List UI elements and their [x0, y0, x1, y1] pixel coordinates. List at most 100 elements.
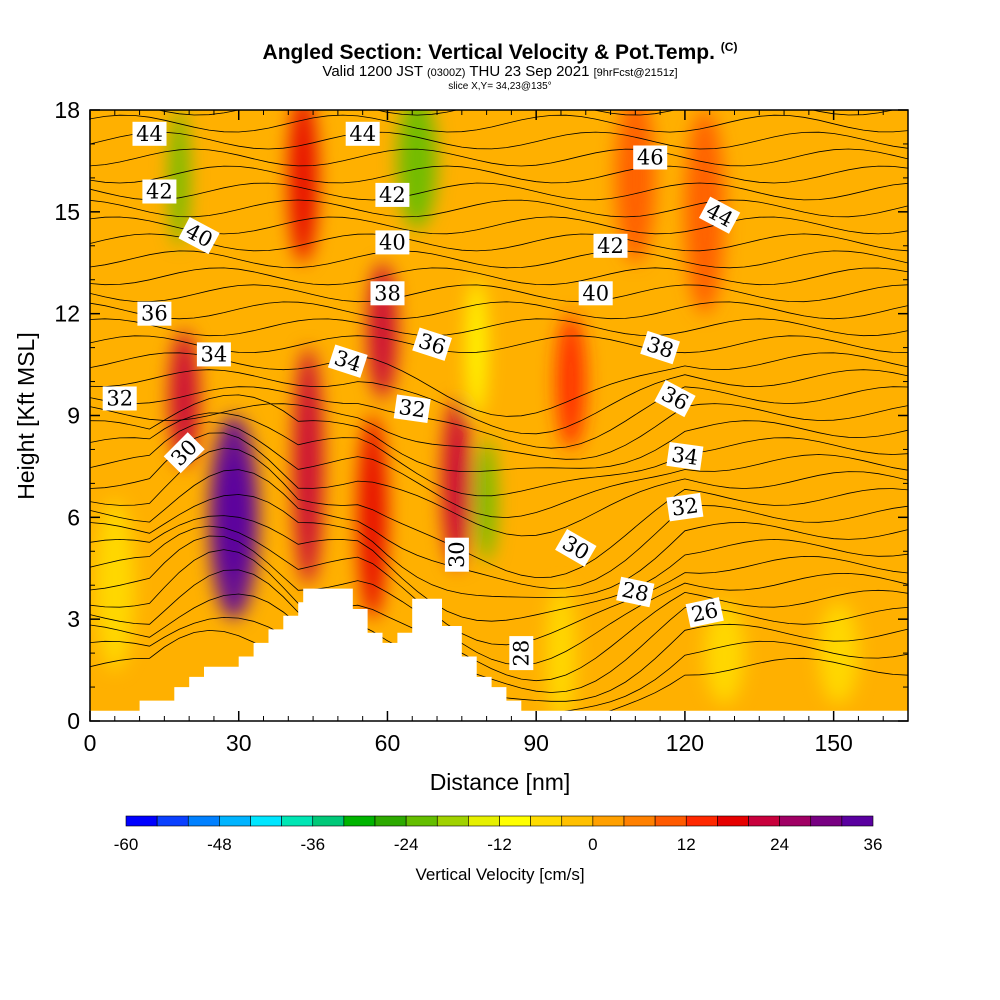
colorbar-swatch [717, 815, 749, 827]
isentrope-line [90, 629, 908, 721]
colorbar-swatch [810, 815, 843, 827]
isentrope-line [90, 494, 908, 598]
contour-label: 28 [509, 636, 534, 671]
velocity-cell [357, 415, 388, 620]
contour-label: 42 [375, 182, 410, 207]
velocity-cell [818, 602, 859, 705]
velocity-cell [169, 110, 190, 246]
x-axis-label: Distance [nm] [430, 769, 571, 795]
isentrope-line [90, 515, 908, 622]
isentrope-line [90, 216, 908, 235]
contour-label: 34 [196, 342, 231, 367]
velocity-cell [476, 439, 497, 562]
velocity-cell [704, 602, 745, 705]
velocity-cell [169, 330, 200, 467]
isentrope-line [156, 110, 895, 116]
contour-label: 32 [102, 386, 137, 411]
plot-area [90, 110, 908, 721]
colorbar-swatch [405, 815, 438, 827]
contour-label: 44 [132, 121, 167, 146]
isentrope-line [90, 525, 908, 646]
contour-label-text: 44 [136, 122, 163, 146]
colorbar-tick-label: 36 [864, 835, 883, 854]
contour-label: 28 [616, 576, 655, 608]
contour-label: 38 [370, 281, 405, 306]
contour-label-text: 32 [670, 493, 700, 520]
isentrope-line [90, 447, 908, 579]
contour-label-text: 28 [509, 640, 533, 667]
contour-label: 26 [685, 597, 724, 628]
colorbar-swatch [499, 815, 531, 827]
colorbar-tick-label: 0 [588, 835, 597, 854]
colorbar-swatch [654, 815, 687, 827]
slice-info: slice X,Y= 34,23@135° [448, 81, 552, 92]
contour-label-text: 34 [201, 342, 228, 366]
title-block: Angled Section: Vertical Velocity & Pot.… [0, 36, 1000, 92]
velocity-cell [397, 110, 438, 229]
colorbar-tick-label: -48 [207, 835, 232, 854]
colorbar-swatch [312, 815, 345, 827]
isentrope-line [90, 394, 908, 472]
colorbar-swatch [841, 815, 874, 827]
isentrope-line [90, 318, 908, 337]
y-tick-label: 15 [54, 199, 80, 225]
isentrope-line [90, 250, 908, 269]
potential-temperature-contours [90, 110, 908, 721]
contour-label-text: 42 [597, 234, 624, 258]
velocity-cell [466, 279, 487, 416]
x-tick-label: 120 [666, 730, 704, 756]
terrain-mask [90, 588, 908, 721]
utc-tag: (0300Z) [426, 67, 466, 79]
contour-label-text: 26 [689, 598, 720, 627]
colorbar-swatch [187, 815, 220, 827]
y-tick-label: 12 [54, 301, 80, 327]
y-tick-label: 9 [67, 403, 80, 429]
isentrope-line [90, 233, 908, 252]
y-tick-label: 3 [67, 606, 80, 632]
colorbar: -60 -48 -36 -24 -12 0 12 24 36 [114, 815, 883, 854]
isentrope-line [90, 148, 908, 167]
contour-label-text: 42 [146, 180, 173, 204]
y-tick-label: 18 [54, 97, 80, 123]
contour-label-text: 28 [620, 577, 651, 606]
isentrope-line [90, 301, 908, 320]
colorbar-label: Vertical Velocity [cm/s] [415, 865, 584, 884]
colorbar-swatch [343, 815, 376, 827]
contour-label: 46 [633, 145, 668, 170]
x-tick-label: 90 [523, 730, 549, 756]
contour-label-text: 30 [445, 541, 469, 568]
y-tick-label: 0 [67, 708, 80, 734]
chart-subtitle: Valid 1200 JST (0300Z) THU 23 Sep 2021 [… [0, 64, 1000, 81]
velocity-cell [218, 456, 249, 579]
title-main: Angled Section: Vertical Velocity & Pot.… [262, 41, 715, 64]
isentrope-line [90, 165, 908, 184]
contour-label-text: 32 [397, 395, 427, 422]
isentrope-line [90, 403, 908, 460]
colorbar-tick-label: -60 [114, 835, 139, 854]
contour-label: 40 [375, 230, 410, 255]
isentrope-line [90, 469, 908, 589]
colorbar-swatch [530, 815, 563, 827]
isentrope-line [90, 114, 908, 133]
valid-date: THU 23 Sep 2021 [469, 63, 590, 80]
colorbar-swatch [156, 815, 189, 827]
velocity-cell [441, 398, 472, 569]
colorbar-swatch [374, 815, 407, 827]
colorbar-swatch [623, 815, 656, 827]
isentrope-line [90, 369, 908, 435]
colorbar-tick-label: -12 [487, 835, 512, 854]
valid-prefix: Valid 1200 JST [322, 63, 423, 80]
isentrope-line [90, 432, 908, 537]
contour-label-text: 42 [379, 183, 406, 207]
colorbar-swatch [436, 815, 469, 827]
contour-label-text: 38 [374, 281, 401, 305]
contour-label: 36 [137, 301, 172, 326]
contour-label-text: 44 [349, 122, 376, 146]
colorbar-swatch [250, 815, 282, 827]
x-tick-label: 60 [375, 730, 401, 756]
contour-label: 40 [178, 217, 220, 255]
chart-title: Angled Section: Vertical Velocity & Pot.… [0, 36, 1000, 64]
colorbar-tick-label: -24 [394, 835, 419, 854]
isentrope-line [90, 131, 908, 150]
